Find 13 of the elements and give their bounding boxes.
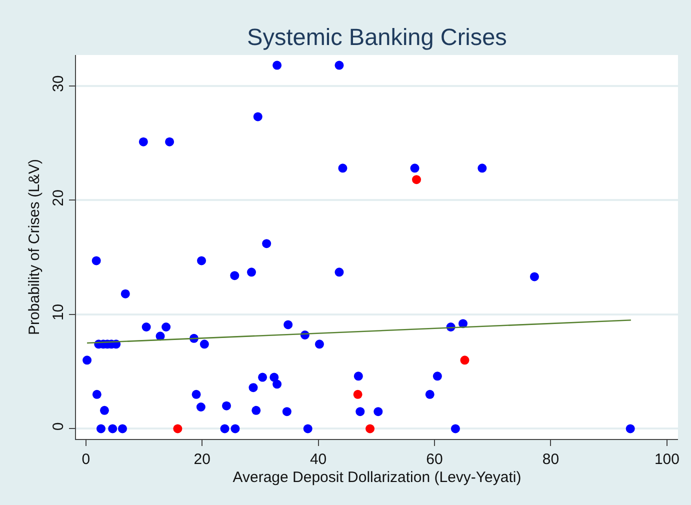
y-tick-label: 20: [50, 190, 67, 206]
chart-title: Systemic Banking Crises: [247, 24, 507, 50]
y-tick-label: 10: [50, 304, 67, 321]
y-tick-label: 0: [50, 422, 67, 431]
x-tick-label: 60: [426, 451, 443, 468]
x-tick-label: 40: [310, 451, 327, 468]
x-tick-label: 20: [194, 451, 210, 468]
x-axis-title: Average Deposit Dollarization (Levy-Yeyati): [232, 469, 522, 486]
x-tick-label: 80: [542, 451, 560, 468]
x-tick-label: 0: [82, 451, 90, 468]
y-tick-label: 30: [50, 75, 67, 92]
x-tick-label: 100: [654, 451, 680, 468]
y-axis-title: Probability of Crises (L&V): [26, 159, 44, 335]
